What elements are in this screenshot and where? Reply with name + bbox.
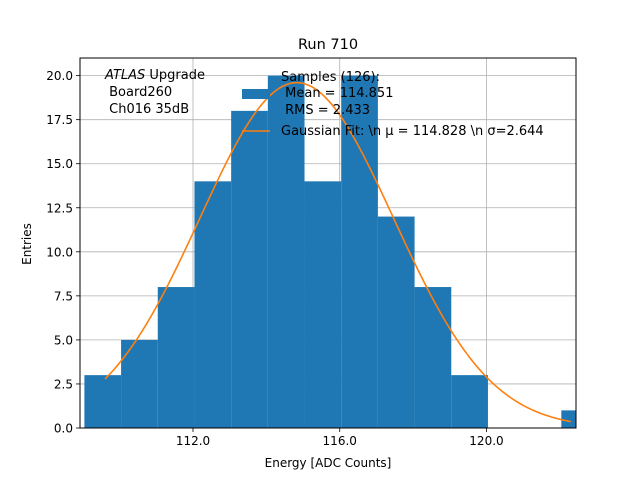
atlas-label: ATLAS (104, 68, 145, 83)
y-tick-label-2: 5.0 (54, 333, 73, 347)
upgrade-label: Upgrade (145, 68, 205, 83)
histogram-bar-7 (341, 75, 378, 428)
histogram-bar-6 (304, 181, 342, 428)
annotation-line-1: ATLAS Upgrade (104, 68, 205, 83)
histogram-bar-10 (451, 375, 488, 428)
y-tick-label-3: 7.5 (54, 289, 73, 303)
histogram-bar-9 (414, 287, 452, 428)
legend-samples-line-3: RMS = 2.433 (281, 103, 370, 118)
annotation-line-3: Ch016 35dB (105, 102, 189, 117)
legend: Samples (126): Mean = 114.851 RMS = 2.43… (242, 70, 544, 139)
gaussian-fit-curve (104, 81, 572, 423)
chart-title: Run 710 (298, 37, 358, 53)
y-tick-label-5: 12.5 (46, 201, 73, 215)
histogram-bars (84, 75, 576, 428)
y-tick-label-6: 15.0 (46, 157, 73, 171)
x-axis-label: Energy [ADC Counts] (265, 456, 392, 470)
y-axis-label: Entries (20, 223, 34, 265)
experiment-annotation: ATLAS Upgrade Board260 Ch016 35dB (104, 68, 205, 117)
legend-bars-swatch (242, 89, 270, 99)
legend-samples-line-1: Samples (126): (281, 70, 380, 85)
histogram-bar-13 (561, 410, 576, 428)
y-tick-label-4: 10.0 (46, 245, 73, 259)
x-tick-label-1: 116.0 (323, 434, 357, 448)
histogram-bar-3 (194, 181, 232, 428)
legend-samples-line-2: Mean = 114.851 (281, 86, 393, 101)
histogram-bar-8 (377, 216, 415, 428)
y-tick-label-1: 2.5 (54, 377, 73, 391)
y-tick-label-0: 0.0 (54, 422, 73, 436)
y-tick-label-7: 17.5 (46, 113, 73, 127)
x-axis-ticks: 112.0 116.0 120.0 (176, 428, 504, 448)
histogram-bar-1 (121, 339, 158, 428)
x-tick-label-0: 112.0 (176, 434, 210, 448)
histogram-bar-5 (267, 75, 305, 428)
legend-fit-label: Gaussian Fit: \n μ = 114.828 \n σ=2.644 (281, 124, 544, 139)
x-tick-label-2: 120.0 (469, 434, 503, 448)
histogram-bar-4 (231, 110, 268, 428)
histogram-bar-0 (84, 375, 122, 428)
annotation-line-2: Board260 (105, 85, 172, 100)
histogram-bar-2 (157, 287, 195, 428)
axes-frame (79, 57, 577, 429)
y-axis-ticks: 0.0 2.5 5.0 7.5 10.0 12.5 15.0 17.5 20.0 (46, 69, 80, 436)
y-tick-label-8: 20.0 (46, 69, 73, 83)
fit-curve-group (104, 81, 572, 423)
